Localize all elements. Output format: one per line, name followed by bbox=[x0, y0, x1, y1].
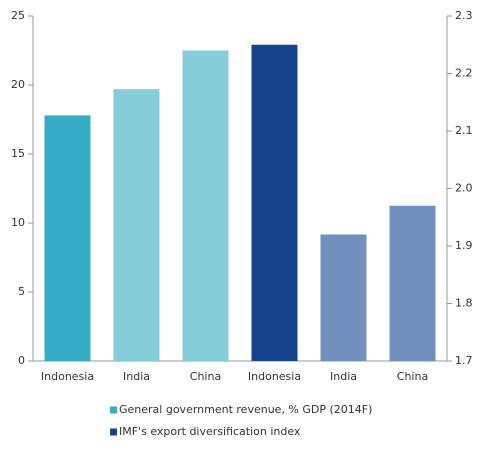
bar bbox=[320, 234, 367, 361]
y2-tick-label: 2.0 bbox=[455, 182, 473, 195]
legend-label: General government revenue, % GDP (2014F… bbox=[119, 403, 372, 416]
y2-tick-label: 1.8 bbox=[455, 297, 473, 310]
x-tick-label: India bbox=[330, 370, 357, 383]
bar bbox=[182, 50, 229, 361]
bar bbox=[251, 44, 298, 361]
x-tick-label: India bbox=[123, 370, 150, 383]
y-tick-label: 20 bbox=[11, 78, 25, 91]
legend-swatch bbox=[110, 428, 117, 436]
bar bbox=[389, 205, 436, 361]
y-tick-label: 25 bbox=[11, 9, 25, 22]
y2-tick-label: 2.3 bbox=[455, 9, 473, 22]
y-tick-label: 5 bbox=[18, 285, 25, 298]
y2-tick-label: 1.7 bbox=[455, 354, 473, 367]
x-tick-label: Indonesia bbox=[41, 370, 94, 383]
x-tick-label: Indonesia bbox=[248, 370, 301, 383]
legend-label: IMF's export diversification index bbox=[119, 425, 301, 438]
x-tick-label: China bbox=[190, 370, 221, 383]
y2-tick-label: 1.9 bbox=[455, 239, 473, 252]
x-tick-label: China bbox=[397, 370, 428, 383]
y2-tick-label: 2.1 bbox=[455, 124, 473, 137]
y-tick-label: 15 bbox=[11, 147, 25, 160]
bar bbox=[113, 89, 160, 361]
legend-swatch bbox=[110, 406, 117, 414]
bar bbox=[44, 115, 91, 361]
y2-tick-label: 2.2 bbox=[455, 67, 473, 80]
y-tick-label: 0 bbox=[18, 354, 25, 367]
y-tick-label: 10 bbox=[11, 216, 25, 229]
